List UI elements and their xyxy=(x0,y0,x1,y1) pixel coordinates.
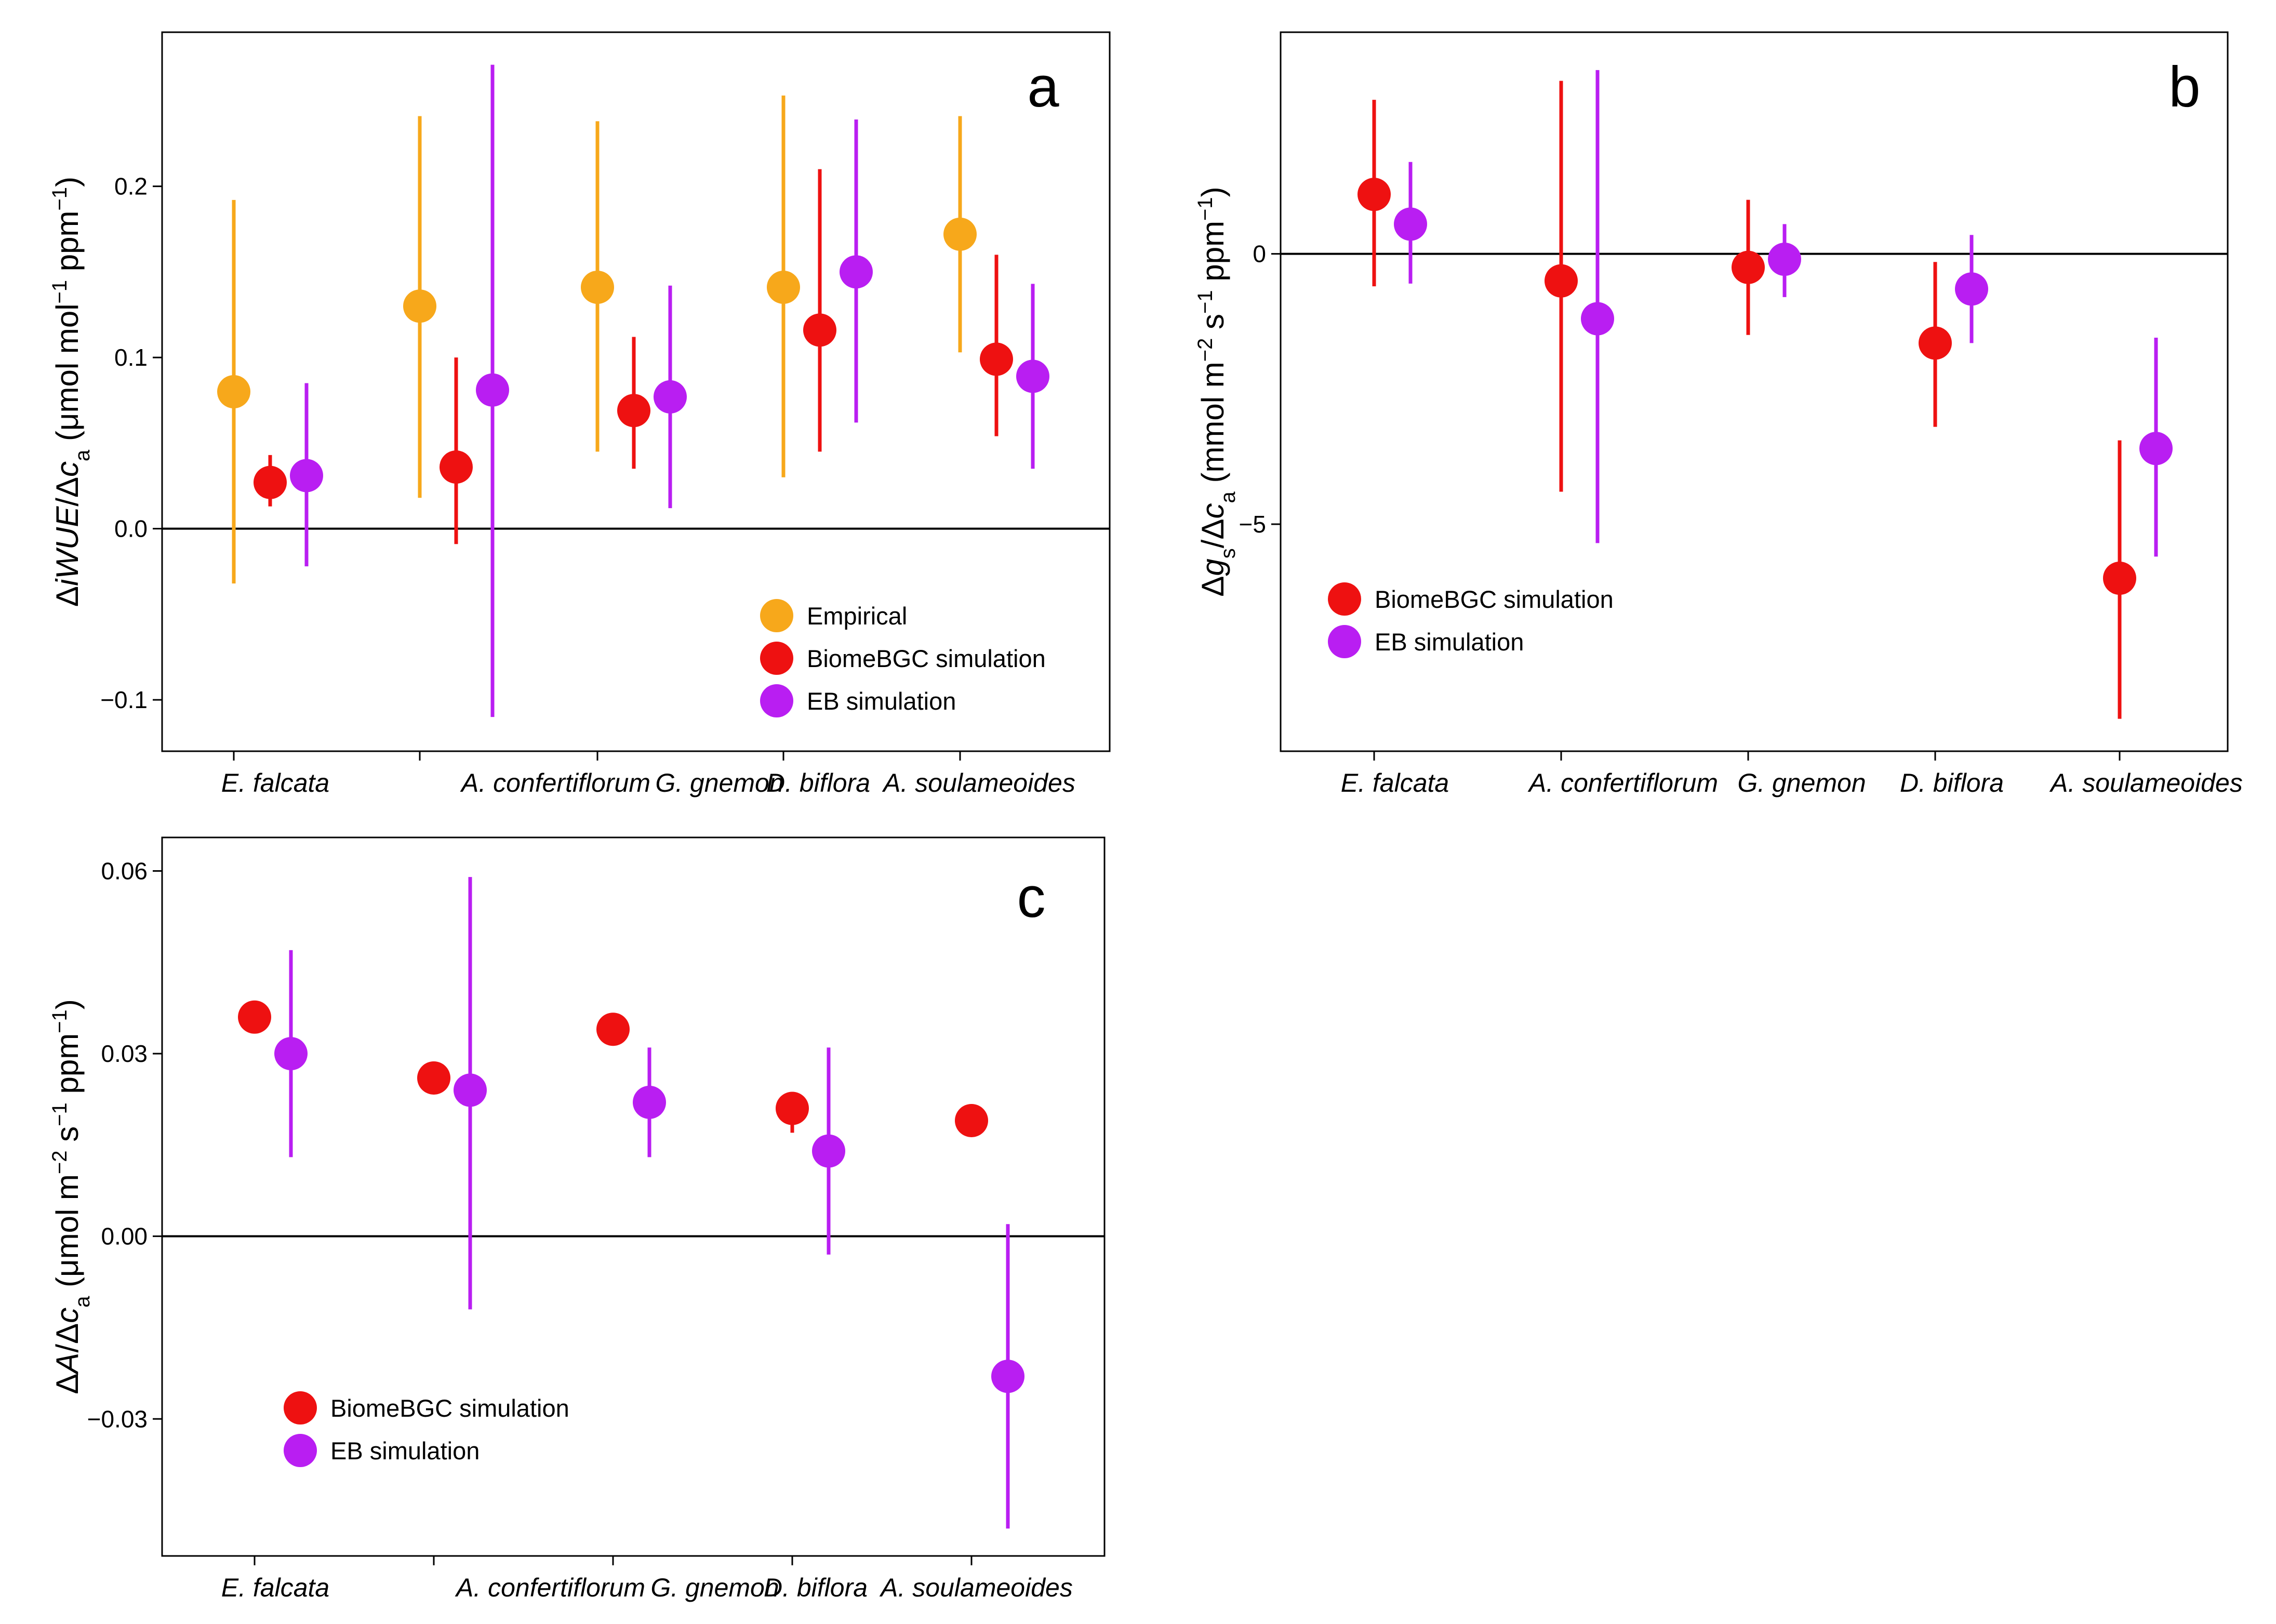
point-eb-simulation-a xyxy=(1016,360,1049,393)
point-biomebgc-simulation-c xyxy=(596,1013,630,1046)
category-label-b: E. falcata xyxy=(1341,768,1449,797)
category-label-a: A. confertiflorum xyxy=(460,768,650,797)
legend-marker-empirical-a xyxy=(760,599,793,632)
y-tick-label-a: 0.1 xyxy=(114,344,148,371)
point-empirical-a xyxy=(581,270,614,304)
point-eb-simulation-b xyxy=(1394,207,1427,241)
y-axis-label-b: Δgs/Δca (mmol m−2 s−1 ppm−1) xyxy=(1194,187,1240,596)
category-label-b: A. soulameoides xyxy=(2049,768,2243,797)
point-eb-simulation-a xyxy=(476,373,509,407)
y-tick-label-a: 0.0 xyxy=(114,515,148,542)
category-label-a: G. gnemon xyxy=(655,768,783,797)
panel-a: −0.1 0.0 0.1 0.2 E. falcata A. confertiflorum… xyxy=(48,31,1111,797)
category-label-c: D. biflora xyxy=(764,1573,868,1602)
point-eb-simulation-b xyxy=(1768,243,1801,276)
y-tick-label-b: −5 xyxy=(1239,511,1266,538)
panel-letter-b: b xyxy=(2168,55,2200,119)
point-eb-simulation-a xyxy=(290,459,323,492)
y-tick-label-c: 0.03 xyxy=(101,1040,148,1067)
category-label-a: A. soulameoides xyxy=(882,768,1075,797)
legend-label-b: BiomeBGC simulation xyxy=(1375,585,1614,613)
category-label-a: D. biflora xyxy=(766,768,870,797)
point-biomebgc-simulation-c xyxy=(955,1103,988,1137)
point-eb-simulation-b xyxy=(2139,432,2173,465)
plot-frame-c xyxy=(161,836,1106,1557)
point-eb-simulation-c xyxy=(633,1085,666,1119)
legend-marker-biomebgc-simulation-a xyxy=(760,642,793,675)
legend-label-c: BiomeBGC simulation xyxy=(330,1394,569,1422)
point-empirical-a xyxy=(403,289,436,323)
point-biomebgc-simulation-c xyxy=(238,1000,271,1034)
point-biomebgc-simulation-a xyxy=(440,450,473,484)
point-biomebgc-simulation-c xyxy=(776,1091,809,1125)
legend-marker-eb-simulation-c xyxy=(284,1434,317,1467)
legend-marker-biomebgc-simulation-c xyxy=(284,1391,317,1425)
point-biomebgc-simulation-a xyxy=(254,465,287,499)
point-biomebgc-simulation-c xyxy=(417,1061,450,1095)
panel-b: −5 0 E. falcata A. confertiflorum G. gnemon D… xyxy=(1194,31,2243,797)
category-label-b: G. gnemon xyxy=(1737,768,1866,797)
y-tick-label-b: 0 xyxy=(1253,241,1266,268)
point-eb-simulation-c xyxy=(274,1037,308,1071)
point-biomebgc-simulation-b xyxy=(1545,264,1578,298)
y-tick-label-a: −0.1 xyxy=(100,686,148,713)
legend-marker-eb-simulation-a xyxy=(760,684,793,717)
legend-label-b: EB simulation xyxy=(1375,628,1524,656)
y-tick-label-a: 0.2 xyxy=(114,173,148,200)
legend-label-a: BiomeBGC simulation xyxy=(807,645,1046,672)
point-eb-simulation-b xyxy=(1581,302,1614,336)
category-label-c: A. confertiflorum xyxy=(455,1573,645,1602)
panel-letter-c: c xyxy=(1017,866,1046,929)
point-empirical-a xyxy=(943,217,977,251)
point-eb-simulation-c xyxy=(991,1360,1024,1393)
y-tick-label-c: 0.00 xyxy=(101,1223,148,1250)
point-biomebgc-simulation-b xyxy=(1732,250,1765,284)
category-label-a: E. falcata xyxy=(221,768,329,797)
point-biomebgc-simulation-b xyxy=(2103,562,2136,595)
point-eb-simulation-a xyxy=(654,380,687,414)
category-label-c: A. soulameoides xyxy=(879,1573,1073,1602)
y-tick-label-c: −0.03 xyxy=(87,1405,148,1432)
legend-label-c: EB simulation xyxy=(330,1437,480,1465)
y-axis-label-c: ΔA/Δca (μmol m−2 s−1 ppm−1) xyxy=(48,999,94,1394)
legend-marker-eb-simulation-b xyxy=(1328,625,1361,658)
panel-letter-a: a xyxy=(1027,55,1059,119)
point-empirical-a xyxy=(217,375,250,408)
legend-marker-biomebgc-simulation-b xyxy=(1328,582,1361,616)
point-eb-simulation-b xyxy=(1955,272,1988,306)
plot-frame-a xyxy=(161,31,1111,752)
category-label-c: G. gnemon xyxy=(650,1573,779,1602)
category-label-b: D. biflora xyxy=(1900,768,2004,797)
point-empirical-a xyxy=(767,270,800,304)
point-eb-simulation-a xyxy=(840,255,873,289)
category-label-b: A. confertiflorum xyxy=(1527,768,1718,797)
y-axis-label-a: ΔiWUE/Δca (μmol mol−1 ppm−1) xyxy=(48,177,94,607)
category-label-c: E. falcata xyxy=(221,1573,329,1602)
point-biomebgc-simulation-a xyxy=(803,313,836,347)
y-tick-label-c: 0.06 xyxy=(101,857,148,884)
point-biomebgc-simulation-b xyxy=(1357,178,1391,211)
point-biomebgc-simulation-a xyxy=(980,342,1013,376)
panel-c: −0.03 0.00 0.03 0.06 E. falcata A. confertifl… xyxy=(48,836,1106,1602)
point-eb-simulation-c xyxy=(454,1073,487,1107)
plot-frame-b xyxy=(1280,31,2229,752)
point-eb-simulation-c xyxy=(812,1134,845,1168)
point-biomebgc-simulation-a xyxy=(617,394,650,428)
legend-label-a: Empirical xyxy=(807,602,907,630)
point-biomebgc-simulation-b xyxy=(1919,326,1952,360)
legend-label-a: EB simulation xyxy=(807,687,956,715)
